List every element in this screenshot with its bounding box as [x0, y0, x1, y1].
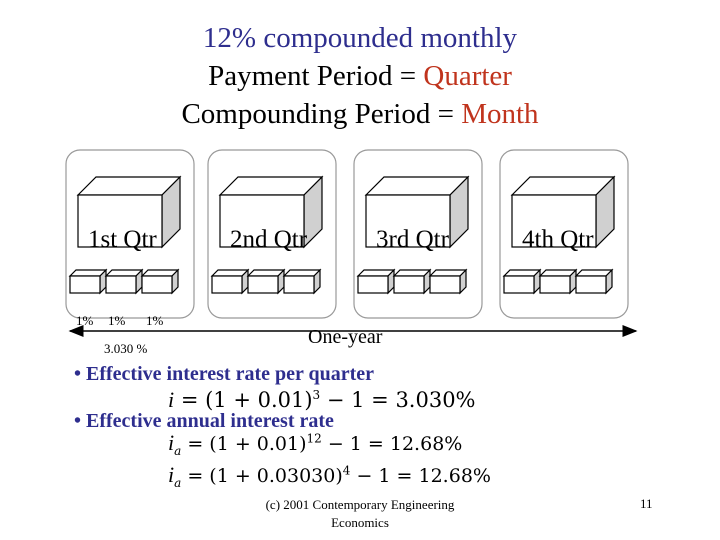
formula-exp: 12: [306, 431, 322, 446]
quarter-frame: [207, 149, 337, 319]
formula-var: i: [168, 387, 175, 412]
month-cube: [392, 268, 432, 295]
payment-period-label: Payment Period =: [208, 60, 424, 92]
formula-exp: 3: [312, 388, 321, 402]
formula-var: i: [168, 462, 175, 487]
quarter-group-2: 2nd Qtr: [207, 149, 337, 319]
quarter-cube: [76, 175, 182, 249]
formula-base: = (1 + 0.03030): [187, 465, 343, 487]
payment-period-value: Quarter: [423, 60, 512, 92]
month-cube: [68, 268, 108, 295]
footer-source: (c) 2001 Contemporary Engineering Econom…: [265, 497, 455, 530]
page-number: 11: [640, 496, 653, 511]
formula-sub: a: [174, 475, 182, 490]
compounding-period-value: Month: [461, 98, 539, 130]
quarter-groups: 1st Qtr 2nd Qtr 3rd Qtr 4th Qtr: [65, 149, 629, 319]
compounding-period-label: Compounding Period =: [181, 98, 462, 130]
payment-period-line: Payment Period = Quarter: [0, 58, 720, 94]
month-cube: [428, 268, 468, 295]
formula-rest: − 1 = 3.030%: [320, 388, 476, 412]
quarter-label: 2nd Qtr: [230, 226, 308, 253]
formula-annual-monthly: ia = (1 + 0.01)12 − 1 = 12.68%: [168, 430, 462, 458]
formula-quarterly: i = (1 + 0.01)3 − 1 = 3.030%: [168, 387, 476, 413]
bullet-annual-rate: • Effective annual interest rate: [74, 410, 334, 432]
month-rate-3: 1%: [146, 313, 164, 328]
compounding-period-line: Compounding Period = Month: [0, 96, 720, 132]
quarter-group-3: 3rd Qtr: [353, 149, 483, 319]
month-cube: [502, 268, 542, 295]
month-cube: [538, 268, 578, 295]
quarter-frame: [353, 149, 483, 319]
monthly-rate-labels: 1% 1% 1% 3.030 %: [76, 313, 164, 356]
formula-base: = (1 + 0.01): [180, 388, 313, 412]
quarter-cube: [510, 175, 616, 249]
month-cube: [104, 268, 144, 295]
formula-rest: − 1 = 12.68%: [350, 465, 491, 487]
quarter-frame: [65, 149, 195, 319]
bullet-quarterly-rate: • Effective interest rate per quarter: [74, 363, 375, 385]
quarter-cube: [218, 175, 324, 249]
quarter-effective-label: 3.030 %: [104, 341, 148, 356]
month-cube: [246, 268, 286, 295]
quarter-label: 3rd Qtr: [376, 226, 450, 253]
slide-title: 12% compounded monthly: [202, 22, 518, 54]
formula-var: i: [168, 430, 175, 455]
formula-sub: a: [174, 443, 182, 458]
quarter-group-1: 1st Qtr: [65, 149, 195, 319]
month-cube: [356, 268, 396, 295]
month-cube: [282, 268, 322, 295]
month-rate-1: 1%: [76, 313, 94, 328]
quarter-label: 1st Qtr: [88, 226, 157, 253]
quarter-label: 4th Qtr: [522, 226, 594, 253]
formula-rest: − 1 = 12.68%: [321, 433, 463, 455]
month-cube: [140, 268, 180, 295]
formula-base: = (1 + 0.01): [187, 433, 307, 455]
formula-exp: 4: [342, 463, 351, 478]
month-cube: [574, 268, 614, 295]
quarter-group-4: 4th Qtr: [499, 149, 629, 319]
month-rate-2: 1%: [108, 313, 126, 328]
quarter-frame: [499, 149, 629, 319]
formula-annual-quarterly: ia = (1 + 0.03030)4 − 1 = 12.68%: [168, 462, 491, 490]
month-cube: [210, 268, 250, 295]
quarter-cube: [364, 175, 470, 249]
one-year-label: One-year: [308, 326, 383, 348]
